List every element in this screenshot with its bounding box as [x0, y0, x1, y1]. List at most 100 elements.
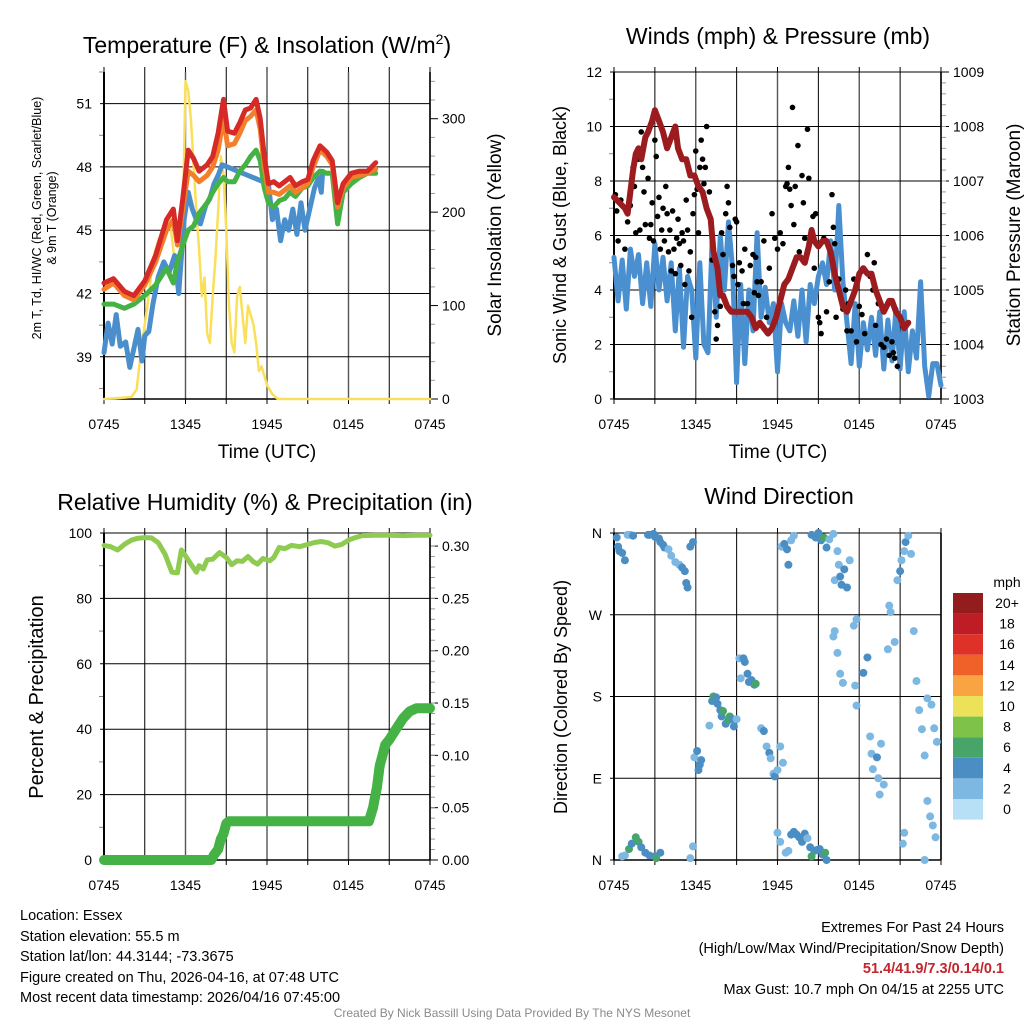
- gust-point: [676, 240, 683, 247]
- wind-direction-point: [629, 531, 638, 540]
- wind-direction-point: [680, 567, 689, 576]
- y-tick-label: 51: [76, 96, 92, 112]
- y2-tick-label: 200: [442, 204, 466, 220]
- gust-point: [818, 330, 824, 337]
- gust-point: [861, 330, 868, 337]
- wind-direction-title: Wind Direction: [704, 483, 854, 509]
- gust-point: [859, 311, 865, 318]
- y-tick-label: 2: [594, 337, 602, 353]
- location-text: Location: Essex: [20, 908, 123, 924]
- colorbar-label: 18: [999, 616, 1015, 632]
- gust-point: [733, 219, 740, 225]
- wind-direction-point: [915, 706, 924, 715]
- gust-point: [890, 349, 897, 356]
- gust-point: [829, 191, 835, 198]
- x-tick-label: 0745: [598, 416, 629, 432]
- wind-direction-point: [822, 543, 831, 552]
- gust-point: [883, 336, 890, 342]
- gust-point: [751, 289, 758, 296]
- colorbar-label: 14: [999, 657, 1015, 673]
- colorbar-swatch: [953, 716, 983, 738]
- gust-point: [692, 148, 699, 154]
- gust-point: [698, 137, 704, 143]
- wind-direction-point: [803, 834, 812, 843]
- gust-point: [652, 137, 658, 143]
- wind-direction-point: [759, 727, 768, 736]
- y-tick-label: S: [593, 689, 602, 705]
- colorbar-label: 0: [1003, 801, 1011, 817]
- gust-point: [744, 300, 751, 307]
- y-tick-label: E: [593, 770, 602, 786]
- gust-point: [886, 352, 893, 359]
- gust-point: [665, 249, 672, 255]
- wind-direction-point: [849, 621, 858, 630]
- wind-direction-point: [912, 677, 921, 686]
- gust-point: [661, 238, 668, 244]
- wind-direction-point: [859, 668, 868, 677]
- gust-point: [638, 129, 645, 135]
- wind-direction-point: [898, 839, 907, 848]
- gust-point: [811, 265, 818, 272]
- y2-tick-label: 1004: [953, 337, 984, 353]
- x-tick-label: 0145: [844, 877, 875, 893]
- x-tick-label: 0745: [925, 877, 956, 893]
- gust-point: [658, 227, 665, 233]
- figure-created-text: Figure created on Thu, 2026-04-16, at 07…: [20, 969, 339, 986]
- wind-direction-point: [863, 653, 872, 662]
- wind-direction-point: [784, 560, 793, 569]
- gust-point: [830, 224, 837, 231]
- gust-point: [853, 338, 860, 345]
- wind-direction-point: [713, 699, 722, 708]
- gust-point: [688, 314, 695, 321]
- temperature-panel: Temperature (F) & Insolation (W/m2) Time…: [30, 31, 506, 463]
- wind-direction-point: [852, 615, 861, 624]
- colorbar-swatch: [953, 757, 983, 779]
- x-tick-label: 1945: [762, 416, 793, 432]
- wind-direction-point: [840, 565, 849, 574]
- gust-point: [727, 224, 733, 231]
- gust-point: [706, 189, 713, 195]
- gust-point: [702, 164, 709, 171]
- station-info: Location: Essex Station elevation: 55.5 …: [20, 906, 340, 1009]
- y2-tick-label: 1003: [953, 391, 984, 407]
- wind-direction-point: [830, 627, 839, 636]
- colorbar-swatch: [953, 654, 983, 676]
- wind-direction-point: [926, 812, 935, 821]
- wind-direction-point: [901, 538, 910, 547]
- wind-direction-point: [743, 669, 752, 678]
- gust-point: [624, 219, 631, 225]
- x-tick-label: 1345: [170, 416, 201, 432]
- y-tick-label: 6: [594, 228, 602, 244]
- gust-point: [777, 229, 784, 236]
- y2-tick-label: 1005: [953, 282, 984, 298]
- gust-point: [823, 309, 830, 315]
- gust-point: [695, 229, 702, 236]
- wind-direction-ylabel: Direction (Colored By Speed): [551, 580, 571, 814]
- gust-point: [645, 175, 651, 182]
- wind-direction-point: [719, 707, 727, 716]
- gust-point: [654, 213, 661, 220]
- x-tick-label: 1945: [762, 877, 793, 893]
- x-tick-label: 1345: [680, 877, 711, 893]
- colorbar-label: 8: [1003, 719, 1011, 735]
- gust-point: [799, 172, 805, 179]
- wind-direction-point: [923, 694, 932, 703]
- wind-direction-point: [776, 837, 785, 846]
- extremes-title: Extremes For Past 24 Hours: [821, 920, 1004, 936]
- gust-point: [703, 123, 710, 130]
- wind-direction-point: [686, 854, 695, 863]
- x-tick-label: 0145: [333, 877, 364, 893]
- y-tick-label: 8: [594, 173, 602, 189]
- wind-direction-point: [689, 538, 698, 547]
- wind-direction-point: [883, 645, 892, 654]
- gust-point: [637, 227, 643, 233]
- wind-direction-point: [907, 549, 916, 558]
- gust-point: [718, 229, 725, 236]
- gust-point: [699, 156, 706, 162]
- temperature-y2label: Solar Insolation (Yellow): [485, 133, 506, 336]
- colorbar-label: 2: [1003, 780, 1011, 796]
- x-tick-label: 1345: [680, 416, 711, 432]
- wind-direction-point: [874, 774, 883, 783]
- extremes-values: 51.4/41.9/7.3/0.14/0.1: [862, 961, 1004, 977]
- gust-point: [673, 235, 680, 242]
